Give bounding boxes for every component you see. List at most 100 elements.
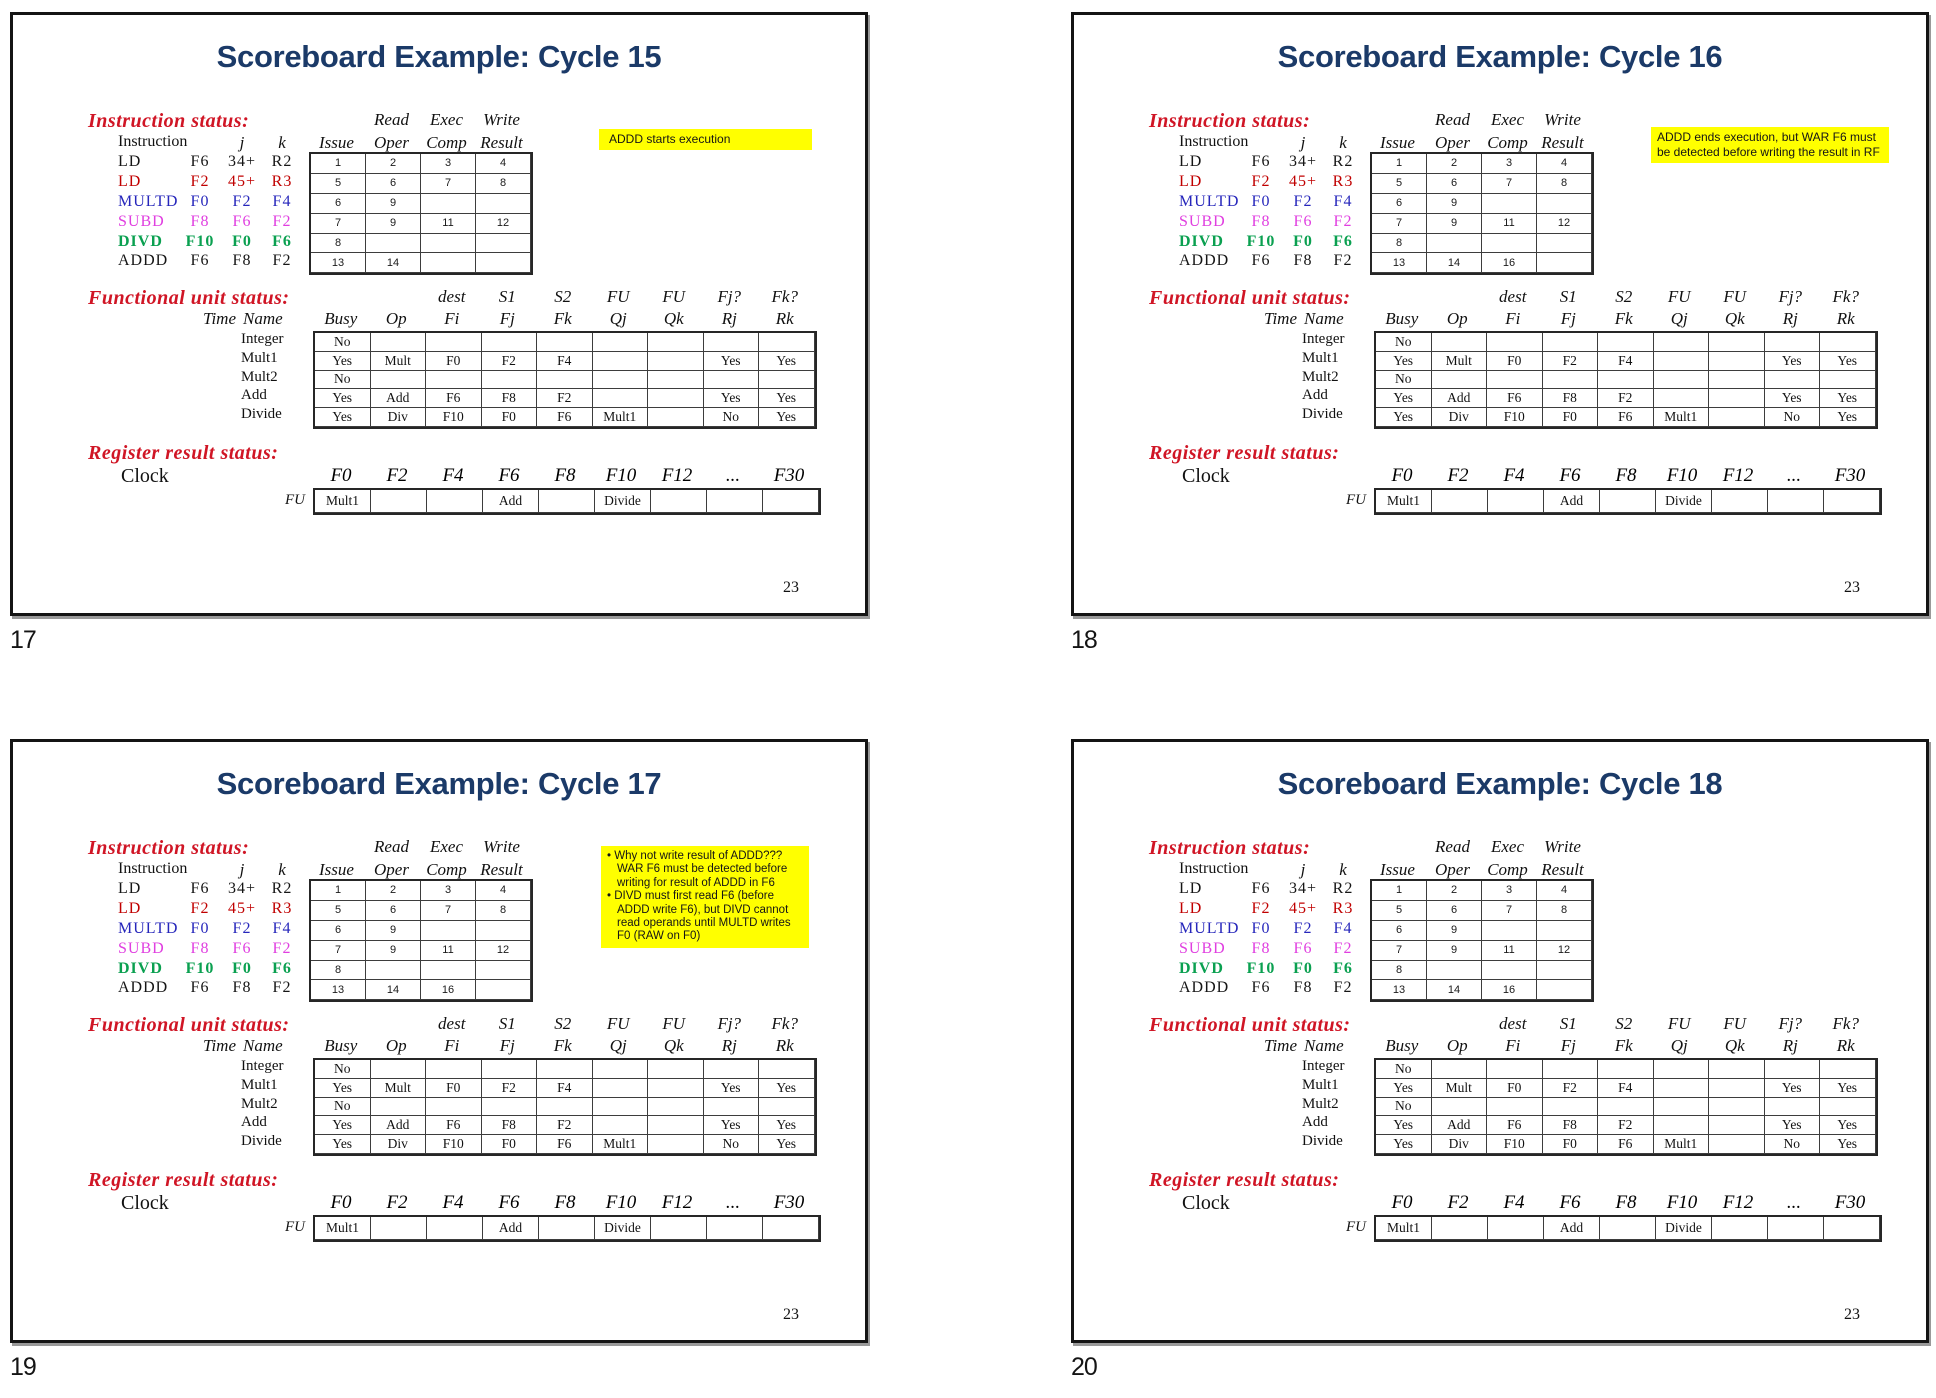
fu-cell [1542,333,1598,352]
fu-cell [592,1060,648,1079]
fu-cell: Yes [1820,1135,1876,1154]
fu-cell: F0 [481,408,537,427]
instruction-mnemonic: ADDD [1179,252,1230,270]
operand-k: F6 [272,232,292,250]
header-spacer [1361,860,1370,880]
slide-sequence-number: 19 [10,1353,37,1381]
fu-table-header: Busy Op Fi Fj Fk Qj Qk Rj Rk [313,309,813,329]
fu-cell: Yes [1764,351,1820,371]
instr-cell: 4 [476,154,531,174]
fu-cell: Mult1 [1653,1135,1709,1154]
fu-cell [370,333,426,352]
fu-header-cell: Rk [775,309,794,328]
fu-header-top-cell: Fj? [717,287,742,306]
instruction-mnemonic: LD [118,899,142,917]
fu-cell [1709,333,1765,352]
fu-header-cell: Fj [1560,1036,1576,1055]
operand-i: F10 [1246,959,1276,977]
instr-cell: 8 [476,173,531,194]
instruction-row: MULTD F0 F2 F4 [118,919,300,939]
fu-cell [1431,333,1487,352]
instruction-col-label: Instruction [1179,860,1249,877]
fu-cell: F6 [426,1116,482,1136]
register-header-cell: ... [1786,465,1802,486]
operand-i: F2 [190,899,210,917]
fu-header-top-cell: S2 [554,287,572,306]
fu-cell [537,1060,593,1079]
reg-cell [539,1217,595,1240]
instr-cell: 1 [311,154,366,174]
instruction-mnemonic: LD [1179,899,1203,917]
fu-cell: F6 [426,389,482,409]
instr-header-cell: Comp [1487,133,1528,152]
register-headers: F0 F2 F4 F6 F8 F10 F12... F30 [1374,465,1878,487]
reg-cell [651,490,707,513]
reg-cell [1432,490,1488,513]
reg-cell [1600,1217,1656,1240]
fu-cell [1820,1097,1876,1117]
instruction-table-header-top: Read Exec Write [309,110,529,130]
fu-cell: Mult1 [592,408,648,427]
fu-header-cell: Fj [1560,309,1576,328]
fu-cell [1709,370,1765,390]
fu-cell: Yes [1820,389,1876,409]
register-header-cell: F12 [661,465,693,486]
register-result-status-table: Mult1 Add Divide [1374,1215,1882,1242]
fu-cell: Yes [759,1078,815,1098]
operand-k: R2 [271,879,293,897]
register-header-cell: F6 [498,465,520,486]
fu-cell: F10 [1487,408,1543,427]
instruction-row: ADDD F6 F8 F2 [1179,978,1361,998]
register-header-cell: F10 [1666,1192,1698,1213]
fu-cell [648,370,704,390]
instruction-rows: LD F6 34+ R2 LD F2 45+ R3 MULTD F0 F2 F4 SUBD F8 F6 F2 D… [118,152,300,271]
reg-cell [763,490,819,513]
operand-k: R2 [1332,879,1354,897]
fu-cell [592,351,648,371]
instr-cell: 9 [1427,193,1482,214]
fu-header-cell: Fk [553,309,572,328]
instruction-mnemonic: MULTD [1179,919,1240,937]
fu-unit-name: Mult2 [241,1095,278,1112]
fu-cell: Yes [1820,1078,1876,1098]
fu-cell: F0 [481,1135,537,1154]
fu-unit-name: Divide [1302,1133,1343,1150]
operand-k: F2 [1333,979,1353,997]
instr-cell [1427,960,1482,981]
functional-unit-status-heading: Functional unit status: [88,287,290,309]
operand-j: F0 [1293,232,1313,250]
fu-cell: Mult [370,1078,426,1098]
fu-unit-name: Mult1 [1302,349,1339,366]
operand-k: F2 [1333,939,1353,957]
fu-cell [1709,351,1765,371]
register-header-cell: F4 [442,1192,464,1213]
instr-cell: 7 [311,213,366,234]
instr-cell: 11 [421,940,476,961]
fu-unit-name: Mult2 [1302,1095,1339,1112]
operand-j: 34+ [1288,152,1318,170]
instr-header-top-cell: Read [374,110,409,129]
register-header-cell: F30 [1834,465,1866,486]
instr-cell: 2 [366,154,421,174]
fu-header-cell: Rk [1836,1036,1855,1055]
instruction-rows: LD F6 34+ R2 LD F2 45+ R3 MULTD F0 F2 F4 SUBD F8 F6 F2 D… [1179,152,1361,271]
instr-cell: 6 [1427,173,1482,194]
fu-cell [703,333,759,352]
fu-cell [1653,1078,1709,1098]
register-result-status-heading: Register result status: [1149,1169,1340,1191]
register-header-cell: ... [1786,1192,1802,1213]
instr-cell: 1 [1372,881,1427,901]
instr-cell: 8 [1372,233,1427,254]
operand-j: F6 [232,939,252,957]
slide-cycle-16: Scoreboard Example: Cycle 16 Instruction … [1071,12,1929,616]
fu-cell [648,1135,704,1154]
instr-cell: 11 [421,213,476,234]
j-col-label: j [1300,133,1306,152]
fu-header-cell: Fi [1505,1036,1521,1055]
instr-cell: 6 [1372,920,1427,941]
fu-cell [648,1116,704,1136]
instruction-row: LD F6 34+ R2 [1179,152,1361,172]
instruction-row: DIVD F10 F0 F6 [118,232,300,252]
operand-i: F6 [1251,152,1271,170]
slide-cycle-15: Scoreboard Example: Cycle 15 Instruction … [10,12,868,616]
